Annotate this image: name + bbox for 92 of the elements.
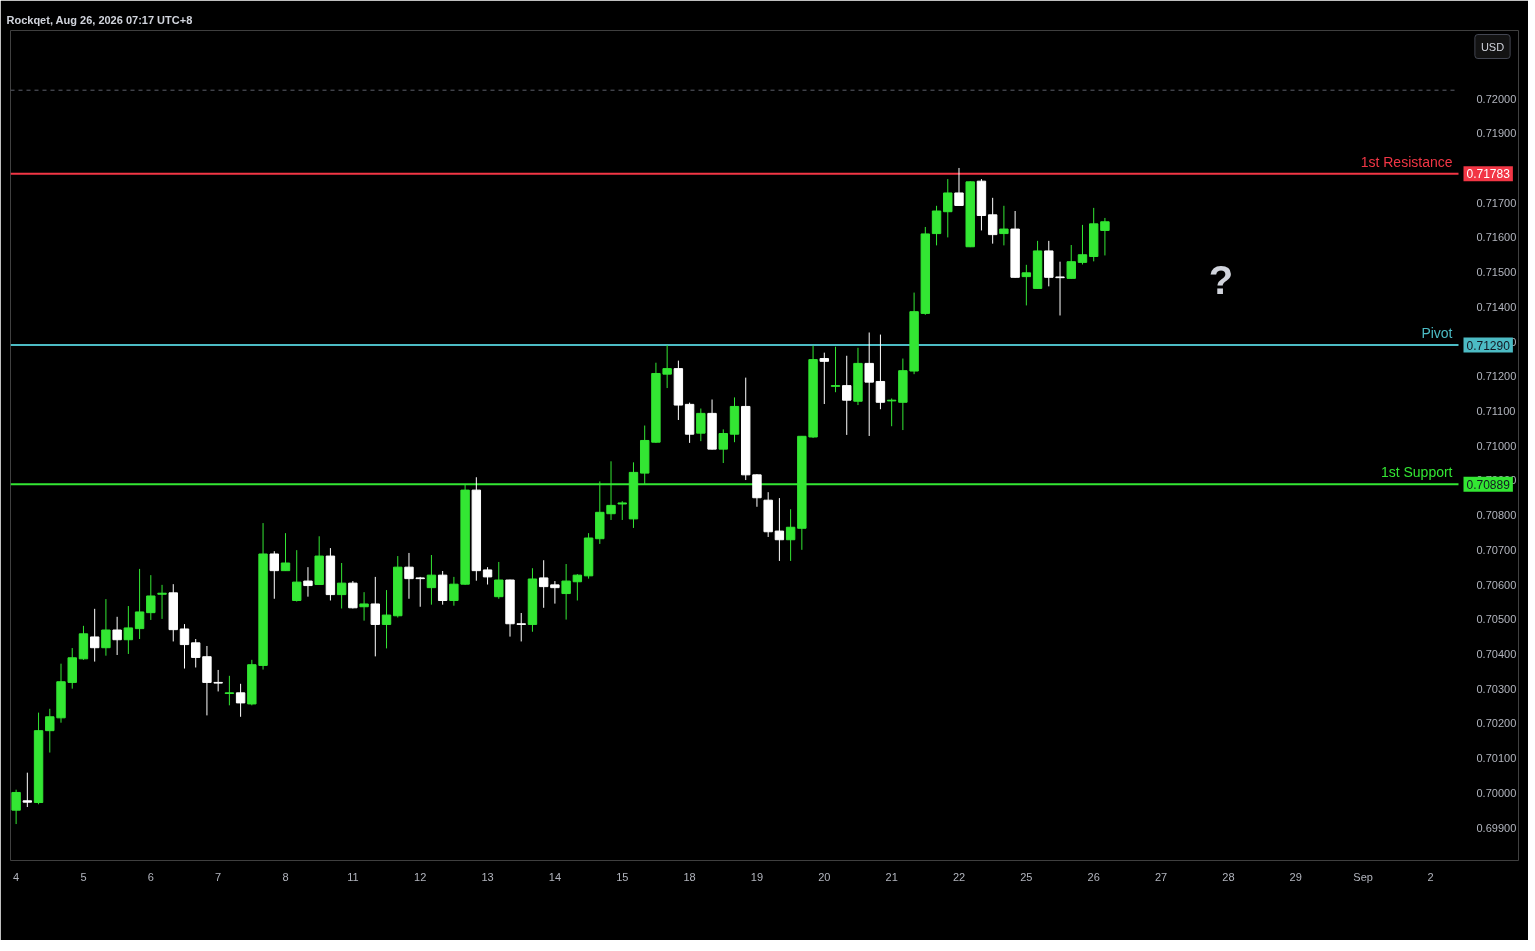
candlestick [774, 497, 785, 562]
candlestick [785, 508, 796, 562]
text: 0.71783 [1466, 167, 1511, 182]
candlestick [426, 554, 437, 606]
x-tick-label: 2 [1427, 870, 1434, 883]
candlestick [89, 608, 100, 663]
candlestick [875, 334, 886, 410]
ref-line-label: Pivot [1421, 325, 1453, 341]
x-tick-label: 15 [616, 870, 629, 883]
x-tick-label: 21 [885, 870, 898, 883]
candlestick [516, 612, 526, 642]
candlestick [1066, 244, 1076, 280]
candlestick [999, 205, 1009, 246]
y-tick-label: 0.71500 [1476, 266, 1517, 279]
x-tick-label: 7 [215, 870, 222, 883]
y-tick-label: 0.70500 [1476, 613, 1517, 626]
candlestick [134, 568, 145, 640]
ref-line-label: 1st Resistance [1360, 153, 1453, 170]
x-tick-label: 22 [952, 870, 966, 883]
candlestick [696, 408, 706, 442]
x-tick-label: 19 [750, 870, 764, 883]
candlestick [101, 598, 111, 657]
x-tick-label: 29 [1289, 870, 1302, 883]
candlestick [617, 500, 627, 521]
candlestick [303, 566, 313, 598]
x-tick-label: 27 [1154, 870, 1168, 883]
candlestick [987, 197, 998, 245]
candlestick [370, 576, 381, 657]
candlestick [1077, 224, 1088, 265]
x-tick-label: 5 [80, 870, 87, 883]
candlestick [359, 591, 369, 622]
candlestick [280, 532, 291, 572]
x-tick-label: 13 [481, 870, 494, 883]
candlestick [830, 346, 841, 393]
x-tick-label: 20 [818, 870, 831, 883]
candlestick [336, 562, 347, 609]
candlestick [11, 789, 21, 825]
y-tick-label: 0.71700 [1476, 196, 1517, 209]
y-tick-label: 0.71200 [1476, 370, 1517, 383]
y-tick-label: 0.70000 [1476, 786, 1517, 799]
candlestick [931, 205, 942, 246]
y-tick-label: 0.71900 [1476, 127, 1517, 140]
x-tick-label: 26 [1087, 870, 1100, 883]
candlestick [112, 616, 122, 656]
candlestick [819, 352, 830, 405]
x-tick-label: 25 [1020, 870, 1033, 883]
candlestick [381, 589, 392, 649]
y-tick-label: 0.70400 [1476, 647, 1517, 660]
candlestick [179, 623, 190, 670]
y-tick-label: 0.69900 [1476, 821, 1517, 834]
y-tick-label: 0.71400 [1476, 300, 1517, 313]
y-tick-label: 0.70700 [1476, 543, 1517, 556]
y-tick-label: 0.72000 [1476, 92, 1517, 105]
y-tick-label: 0.70600 [1476, 578, 1517, 591]
chart-title: Rockqet, Aug 26, 2026 07:17 UTC+8 [6, 13, 193, 26]
x-tick-label: Sep [1353, 870, 1373, 883]
candlestick [943, 178, 953, 238]
ref-line-label: 1st Support [1380, 464, 1453, 481]
x-tick-label: 11 [347, 870, 359, 883]
x-tick-label: 18 [683, 870, 696, 883]
y-tick-label: 0.71000 [1476, 439, 1517, 452]
candlestick [224, 675, 235, 706]
y-tick-label: 0.71100 [1476, 404, 1516, 417]
candlestick [269, 550, 279, 600]
candlestick [22, 772, 33, 808]
y-tick-label: 0.71600 [1476, 231, 1517, 244]
candlestick [235, 683, 246, 718]
y-tick-label: 0.70300 [1476, 682, 1517, 695]
x-tick-label: 12 [414, 870, 427, 883]
candlestick [842, 355, 852, 436]
candlestick [494, 561, 504, 600]
y-axis-title: USD [1480, 40, 1505, 53]
x-tick-label: 14 [548, 870, 562, 883]
x-tick-label: 28 [1222, 870, 1235, 883]
x-tick-label: 6 [147, 870, 154, 883]
candlestick [1055, 261, 1065, 316]
x-tick-label: 8 [282, 870, 289, 883]
candlestick [292, 549, 302, 603]
y-tick-label: 0.70200 [1476, 717, 1517, 730]
annotation: ? [1208, 257, 1234, 302]
candlestick [123, 605, 134, 655]
candlestick [718, 428, 728, 464]
x-tick-label: 4 [13, 870, 20, 883]
text: 0.71290 [1466, 338, 1511, 353]
candlestick [146, 574, 156, 621]
candlestick [1021, 264, 1032, 306]
candlestick [157, 584, 167, 620]
candlestick [954, 167, 964, 207]
y-tick-label: 0.70800 [1476, 509, 1517, 522]
candlestick [864, 332, 874, 437]
candlestick [449, 576, 459, 607]
y-tick-label: 0.70100 [1476, 752, 1517, 765]
